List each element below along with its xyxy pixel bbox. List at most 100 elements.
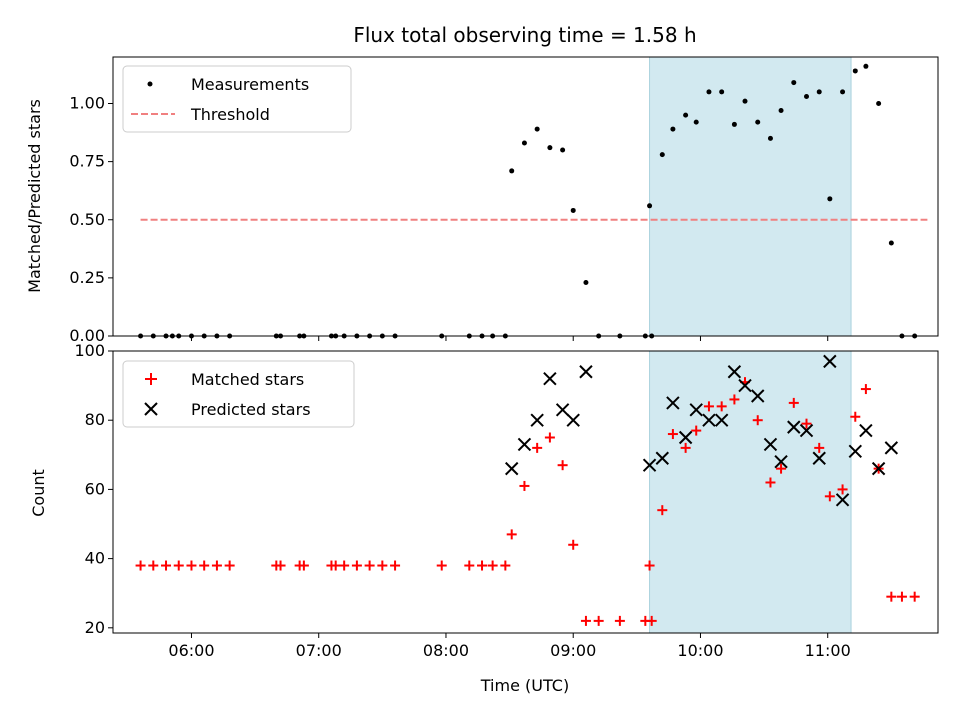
- bottom-y-axis-label: Count: [29, 469, 48, 517]
- matched-star-point: [464, 560, 475, 571]
- chart-title: Flux total observing time = 1.58 h: [353, 23, 696, 47]
- x-tick-label: 06:00: [168, 641, 214, 660]
- matched-star-point: [148, 560, 159, 571]
- matched-star-point: [896, 591, 907, 602]
- measurement-point: [719, 89, 725, 95]
- measurement-point: [647, 203, 653, 209]
- matched-star-point: [614, 615, 625, 626]
- observing-window-span-bottom: [649, 350, 852, 634]
- measurement-point: [547, 145, 553, 151]
- matched-star-point: [646, 615, 657, 626]
- bottom-y-tick-label: 100: [74, 341, 105, 360]
- top-y-ticks: 0.00 0.25 0.50 0.75 1.00: [69, 94, 113, 345]
- measurement-point: [863, 63, 869, 69]
- matched-star-point: [532, 442, 543, 453]
- predicted-star-point: [871, 461, 886, 476]
- matched-star-point: [824, 491, 835, 502]
- matched-star-point: [544, 432, 555, 443]
- matched-star-point: [909, 591, 920, 602]
- predicted-star-point: [666, 396, 680, 410]
- matched-star-point: [837, 484, 848, 495]
- predicted-star-point: [799, 423, 814, 438]
- matched-star-point: [339, 560, 350, 571]
- top-y-tick-label: 0.75: [69, 152, 105, 171]
- matched-star-point: [211, 560, 222, 571]
- legend-predicted-label: Predicted stars: [191, 400, 311, 419]
- top-axes-frame: [112, 56, 939, 337]
- matched-star-point: [691, 425, 702, 436]
- bottom-axes-frame: [112, 350, 939, 634]
- measurement-point: [778, 107, 784, 113]
- predicted-star-point: [543, 371, 557, 386]
- predicted-star-point: [787, 420, 801, 434]
- x-tick-label: 08:00: [423, 641, 469, 660]
- matched-star-point: [729, 394, 740, 405]
- predicted-star-point: [763, 437, 778, 452]
- top-y-tick-label: 1.00: [69, 94, 105, 113]
- top-y-axis-label: Matched/Predicted stars: [25, 99, 44, 293]
- measurement-point: [534, 126, 540, 132]
- measurement-point: [767, 135, 773, 141]
- matched-star-point: [593, 615, 604, 626]
- bottom-y-ticks: 20 40 60 80 100: [74, 341, 113, 637]
- measurement-point: [840, 89, 846, 95]
- measurement-point: [670, 126, 676, 132]
- measurement-point: [521, 140, 527, 146]
- measurement-point: [791, 80, 797, 86]
- measurement-point: [731, 121, 737, 127]
- top-legend: Measurements Threshold: [122, 65, 352, 133]
- predicted-star-point: [859, 423, 873, 438]
- top-y-tick-label: 0.50: [69, 210, 105, 229]
- predicted-star-point: [751, 389, 765, 403]
- measurement-point: [659, 152, 665, 158]
- x-tick-label: 07:00: [296, 641, 342, 660]
- measurement-point: [706, 89, 712, 95]
- matched-star-point: [487, 560, 498, 571]
- predicted-star-point: [678, 430, 693, 445]
- legend-predicted-marker: [144, 402, 158, 416]
- matched-star-point: [161, 560, 172, 571]
- measurement-point: [742, 98, 748, 104]
- observing-window-span: [649, 56, 852, 337]
- measurement-point: [570, 207, 576, 213]
- measurement-point: [560, 147, 566, 153]
- predicted-star-point: [702, 413, 716, 427]
- star-count-panel: 20 40 60 80 100 06:00 07:00 08:00 09:00 10:00 11:…: [29, 341, 939, 695]
- top-legend-box: [122, 65, 352, 133]
- matched-star-point: [765, 477, 776, 488]
- matched-star-point: [275, 560, 286, 571]
- legend-threshold-label: Threshold: [190, 105, 270, 124]
- measurement-point: [804, 94, 810, 100]
- matched-star-point: [186, 560, 197, 571]
- matched-star-point: [390, 560, 401, 571]
- matched-star-point: [364, 560, 375, 571]
- predicted-star-point: [774, 455, 788, 469]
- x-axis-label: Time (UTC): [480, 676, 569, 695]
- predicted-star-point: [555, 403, 570, 417]
- matched-star-point: [788, 397, 799, 408]
- measurement-point: [583, 280, 589, 286]
- predicted-star-point: [566, 413, 580, 427]
- predicted-star-point: [727, 365, 742, 379]
- predicted-star-point: [517, 437, 532, 452]
- matched-star-point: [814, 442, 825, 453]
- bottom-legend: Matched stars Predicted stars: [122, 360, 355, 428]
- matched-star-point: [298, 560, 309, 571]
- flux-ratio-panel: 0.00 0.25 0.50 0.75 1.00 Flux total observin…: [25, 23, 939, 345]
- predicted-star-point: [823, 354, 837, 369]
- measurement-point: [683, 112, 689, 118]
- matched-star-point: [519, 480, 530, 491]
- matched-star-point: [801, 418, 812, 429]
- matched-star-point: [716, 401, 727, 412]
- matched-star-point: [667, 429, 678, 440]
- legend-matched-marker: [145, 373, 157, 385]
- legend-measurements-label: Measurements: [191, 75, 309, 94]
- predicted-star-point: [738, 378, 752, 393]
- bottom-x-ticks: 06:00 07:00 08:00 09:00 10:00 11:00: [168, 633, 851, 660]
- measurement-point: [816, 89, 822, 95]
- measurement-point: [755, 119, 761, 125]
- matched-star-point: [680, 442, 691, 453]
- measurement-point: [827, 196, 833, 202]
- matched-star-point: [135, 560, 146, 571]
